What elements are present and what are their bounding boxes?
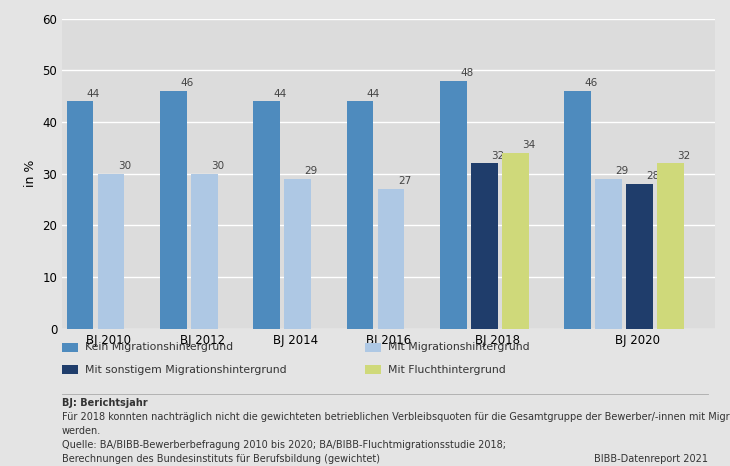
Text: 44: 44 [274, 89, 287, 99]
Bar [658, 163, 684, 329]
Text: Kein Migrationshintergrund: Kein Migrationshintergrund [85, 342, 234, 352]
Bar [253, 101, 280, 329]
Y-axis label: in %: in % [24, 160, 36, 187]
Bar [440, 81, 466, 329]
Bar [347, 101, 374, 329]
Bar [160, 91, 187, 329]
Text: Mit sonstigem Migrationshintergrund: Mit sonstigem Migrationshintergrund [85, 364, 287, 375]
Text: 27: 27 [398, 177, 411, 186]
Bar [596, 179, 622, 329]
Text: 34: 34 [522, 140, 535, 151]
Bar [191, 174, 218, 329]
Bar [377, 189, 404, 329]
Text: Mit Migrationshintergrund: Mit Migrationshintergrund [388, 342, 530, 352]
Text: 32: 32 [491, 151, 504, 161]
Text: Für 2018 konnten nachträglich nicht die gewichteten betrieblichen Verbleibsquote: Für 2018 konnten nachträglich nicht die … [62, 412, 730, 422]
Text: Quelle: BA/BIBB-Bewerberbefragung 2010 bis 2020; BA/BIBB-Fluchtmigrationsstudie : Quelle: BA/BIBB-Bewerberbefragung 2010 b… [62, 440, 506, 450]
Text: 46: 46 [585, 78, 598, 89]
Text: Mit Fluchthintergrund: Mit Fluchthintergrund [388, 364, 506, 375]
Text: werden.: werden. [62, 426, 101, 436]
Text: 32: 32 [677, 151, 691, 161]
Bar [502, 153, 529, 329]
Bar [284, 179, 311, 329]
Bar [98, 174, 124, 329]
Bar [471, 163, 498, 329]
Bar [626, 184, 653, 329]
Text: BJ: Berichtsjahr: BJ: Berichtsjahr [62, 398, 147, 408]
Text: 44: 44 [366, 89, 380, 99]
Text: Berechnungen des Bundesinstituts für Berufsbildung (gewichtet): Berechnungen des Bundesinstituts für Ber… [62, 454, 380, 464]
Text: 30: 30 [211, 161, 224, 171]
Bar [564, 91, 591, 329]
Bar [66, 101, 93, 329]
Text: 30: 30 [118, 161, 131, 171]
Text: 28: 28 [647, 171, 660, 181]
Text: 46: 46 [180, 78, 193, 89]
Text: 29: 29 [304, 166, 318, 176]
Text: 29: 29 [615, 166, 629, 176]
Text: 44: 44 [87, 89, 100, 99]
Text: BIBB-Datenreport 2021: BIBB-Datenreport 2021 [594, 454, 708, 464]
Text: 48: 48 [460, 68, 474, 78]
